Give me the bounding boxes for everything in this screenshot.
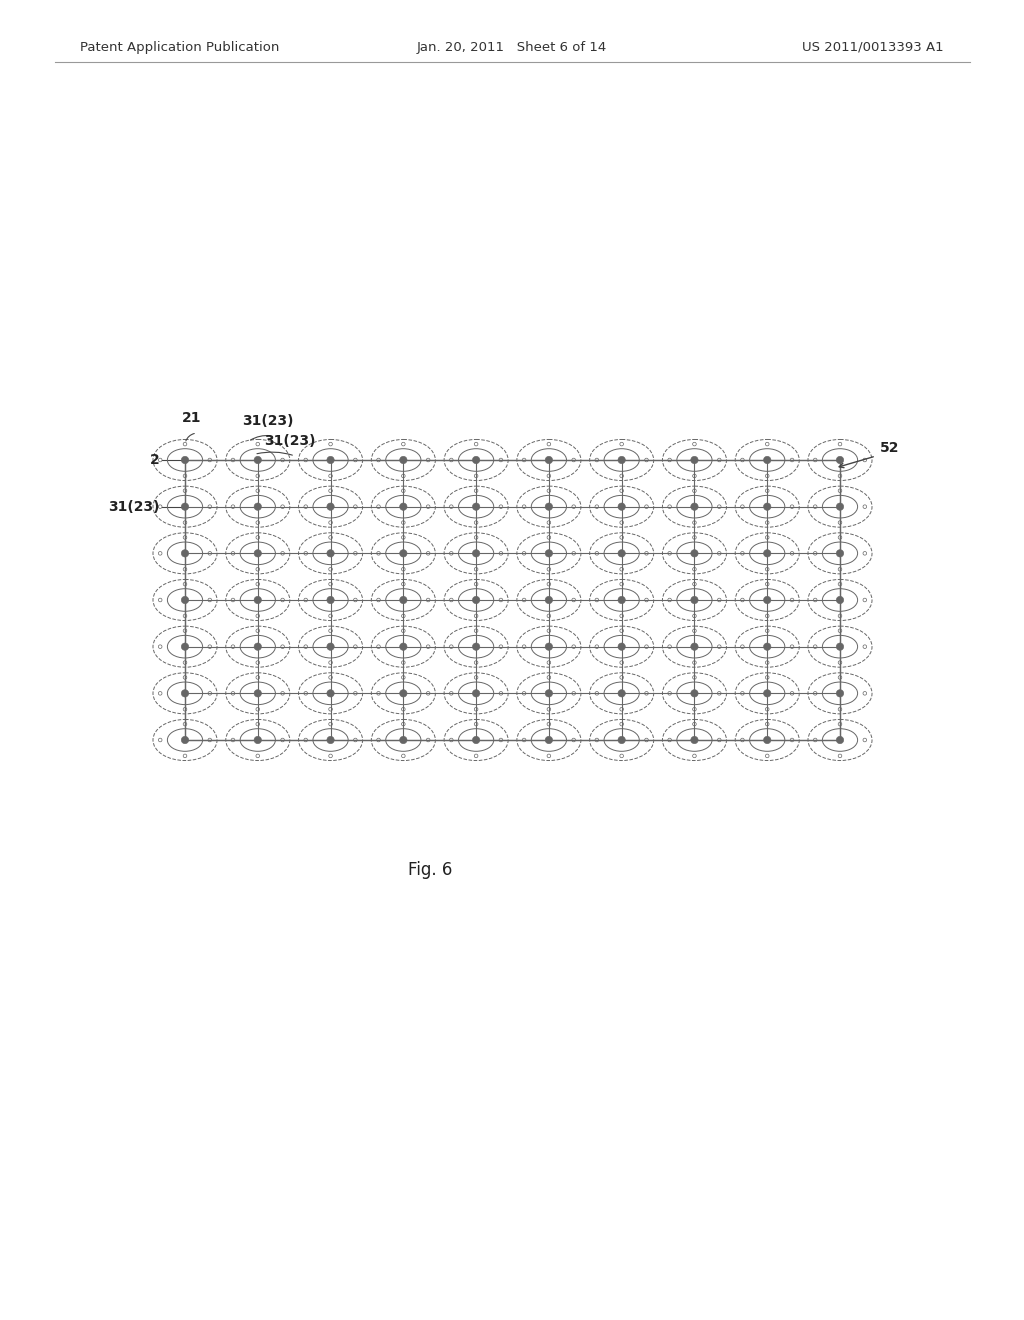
Circle shape <box>181 549 188 557</box>
Circle shape <box>837 643 844 651</box>
Circle shape <box>181 689 188 697</box>
Circle shape <box>837 549 844 557</box>
Circle shape <box>327 549 334 557</box>
Circle shape <box>327 689 334 697</box>
Circle shape <box>545 689 553 697</box>
Circle shape <box>691 689 698 697</box>
Text: 21: 21 <box>182 411 202 425</box>
Circle shape <box>327 737 334 743</box>
Circle shape <box>472 549 480 557</box>
Circle shape <box>181 503 188 511</box>
Bar <box>185 459 840 741</box>
Circle shape <box>837 503 844 511</box>
Circle shape <box>617 457 626 463</box>
Circle shape <box>545 597 553 603</box>
Circle shape <box>254 503 261 511</box>
Circle shape <box>617 597 626 603</box>
Circle shape <box>181 457 188 463</box>
Circle shape <box>327 457 334 463</box>
Circle shape <box>837 597 844 603</box>
Circle shape <box>254 689 261 697</box>
Circle shape <box>617 643 626 651</box>
Circle shape <box>254 597 261 603</box>
Circle shape <box>691 503 698 511</box>
Circle shape <box>399 503 407 511</box>
Circle shape <box>764 689 771 697</box>
Circle shape <box>837 737 844 743</box>
Circle shape <box>691 597 698 603</box>
Circle shape <box>472 689 480 697</box>
Circle shape <box>327 597 334 603</box>
Text: 31(23): 31(23) <box>264 434 315 447</box>
Circle shape <box>837 689 844 697</box>
Circle shape <box>617 737 626 743</box>
Circle shape <box>327 643 334 651</box>
Circle shape <box>472 503 480 511</box>
Circle shape <box>472 457 480 463</box>
Text: 52: 52 <box>880 441 899 455</box>
Circle shape <box>472 597 480 603</box>
Circle shape <box>617 549 626 557</box>
Circle shape <box>399 457 407 463</box>
Circle shape <box>764 597 771 603</box>
Circle shape <box>254 549 261 557</box>
Circle shape <box>691 643 698 651</box>
Circle shape <box>399 549 407 557</box>
Circle shape <box>837 457 844 463</box>
Circle shape <box>764 549 771 557</box>
Circle shape <box>327 503 334 511</box>
Circle shape <box>181 643 188 651</box>
Circle shape <box>545 737 553 743</box>
Circle shape <box>545 549 553 557</box>
Text: Fig. 6: Fig. 6 <box>408 861 453 879</box>
Circle shape <box>254 737 261 743</box>
Circle shape <box>545 457 553 463</box>
Text: 31(23): 31(23) <box>109 500 160 513</box>
Circle shape <box>691 457 698 463</box>
Circle shape <box>691 549 698 557</box>
Circle shape <box>764 643 771 651</box>
Text: 2: 2 <box>151 453 160 467</box>
Text: Patent Application Publication: Patent Application Publication <box>80 41 280 54</box>
Circle shape <box>472 643 480 651</box>
Circle shape <box>399 689 407 697</box>
Circle shape <box>545 643 553 651</box>
Circle shape <box>399 643 407 651</box>
Circle shape <box>181 597 188 603</box>
Circle shape <box>254 457 261 463</box>
Circle shape <box>764 503 771 511</box>
Circle shape <box>617 689 626 697</box>
Circle shape <box>764 737 771 743</box>
Circle shape <box>617 503 626 511</box>
Circle shape <box>472 737 480 743</box>
Circle shape <box>254 643 261 651</box>
Text: US 2011/0013393 A1: US 2011/0013393 A1 <box>803 41 944 54</box>
Circle shape <box>764 457 771 463</box>
Circle shape <box>399 737 407 743</box>
Circle shape <box>399 597 407 603</box>
Text: 31(23): 31(23) <box>243 414 294 428</box>
Circle shape <box>545 503 553 511</box>
Circle shape <box>181 737 188 743</box>
Text: Jan. 20, 2011   Sheet 6 of 14: Jan. 20, 2011 Sheet 6 of 14 <box>417 41 607 54</box>
Circle shape <box>691 737 698 743</box>
